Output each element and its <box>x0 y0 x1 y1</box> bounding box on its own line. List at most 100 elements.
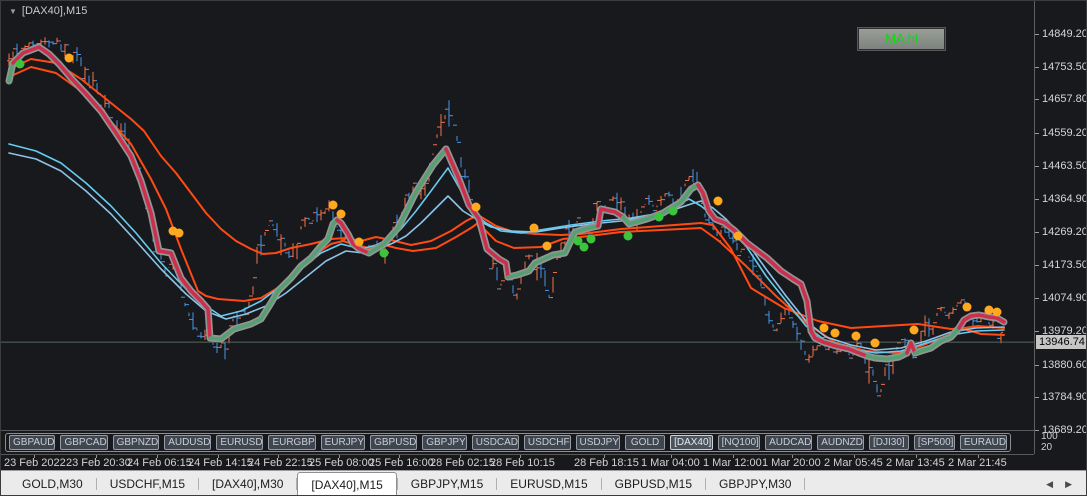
price-bar <box>499 280 503 290</box>
time-axis[interactable]: 23 Feb 2022 23 Feb 20:30 24 Feb 06:15 24 Fe… <box>1 454 1034 471</box>
symbol-button-usdjpy[interactable]: USDJPY <box>575 435 621 450</box>
symbol-button-usdchf[interactable]: USDCHF <box>523 435 571 450</box>
symbol-button-gbpaud[interactable]: GBPAUD <box>9 435 56 450</box>
time-tick-label: 25 Feb 16:00 <box>369 457 434 469</box>
orange-signal-dot <box>336 209 346 219</box>
price-bar <box>55 37 59 45</box>
symbol-button-gbpnzd[interactable]: GBPNZD <box>112 435 160 450</box>
orange-signal-dot <box>328 200 338 210</box>
symbol-button-audcad[interactable]: AUDCAD <box>765 435 813 450</box>
orange-signal-dot <box>992 307 1002 317</box>
price-bar <box>311 212 315 224</box>
tab-separator <box>705 478 706 490</box>
chart-dropdown-icon[interactable]: ▼ <box>9 6 17 16</box>
price-bar <box>931 322 935 335</box>
symbol-button-audusd[interactable]: AUDUSD <box>164 435 212 450</box>
chart-tab-gold-m30[interactable]: GOLD,M30 <box>22 477 83 491</box>
chart-tab-gbpusd-m15[interactable]: GBPUSD,M15 <box>614 477 692 491</box>
price-bar <box>59 40 63 52</box>
symbol-button-nq100[interactable]: [NQ100] <box>717 435 761 450</box>
price-bar <box>595 201 599 212</box>
price-tick <box>1035 66 1039 68</box>
green-signal-dot <box>579 242 589 252</box>
chart-title: ▼ [DAX40],M15 <box>9 5 87 17</box>
tab-separator <box>396 478 398 490</box>
ma-main-up-segment <box>621 183 700 226</box>
chart-tab--dax40--m15[interactable]: [DAX40],M15 <box>297 472 397 495</box>
symbol-button-dax40[interactable]: [DAX40] <box>670 435 713 450</box>
price-bar <box>663 193 667 201</box>
price-bar <box>275 223 279 241</box>
price-tick <box>1035 99 1039 101</box>
time-tick <box>792 455 793 458</box>
price-tick-label: 13689.20 <box>1042 424 1087 436</box>
green-signal-dot <box>379 248 389 258</box>
tab-scroll-left-icon[interactable]: ◀ <box>1046 478 1054 489</box>
ma-main-outline <box>206 216 341 343</box>
price-tick-label: 14463.50 <box>1042 159 1087 172</box>
indicator-subwindow: GBPAUD GBPCAD GBPNZD AUDUSD EURUSD EURGBP EURJ… <box>1 430 1034 455</box>
symbol-button-gbpusd[interactable]: GBPUSD <box>370 435 418 450</box>
chart-canvas[interactable] <box>1 1 1034 430</box>
ma-main-down-segment <box>596 207 625 228</box>
symbol-button-eurusd[interactable]: EURUSD <box>216 435 264 450</box>
ma-hl-indicator-button[interactable]: MA hl <box>858 28 945 50</box>
time-tick-label: 28 Feb 18:15 <box>574 457 639 469</box>
green-signal-dot <box>623 231 633 241</box>
symbol-button-gbpjpy[interactable]: GBPJPY <box>422 435 467 450</box>
price-bar <box>271 220 275 231</box>
price-bar <box>659 196 663 206</box>
orange-signal-dot <box>471 202 481 212</box>
symbol-button-sp500[interactable]: [SP500] <box>913 435 955 450</box>
price-tick <box>1035 331 1039 332</box>
time-tick <box>604 455 605 458</box>
symbol-button-usdcad[interactable]: USDCAD <box>471 435 519 450</box>
chart-tab-usdchf-m15[interactable]: USDCHF,M15 <box>109 477 186 491</box>
time-tick-label: 1 Mar 20:00 <box>762 457 821 469</box>
price-bar <box>667 191 671 197</box>
symbol-button-dji30[interactable]: [DJI30] <box>868 435 909 450</box>
price-bar <box>943 307 947 316</box>
price-bar <box>955 302 959 310</box>
tab-separator <box>600 478 602 490</box>
price-tick-label: 14074.90 <box>1042 292 1087 305</box>
chart-tabs: GOLD,M30 USDCHF,M15 [DAX40],M30 [DAX40],M15… <box>9 471 806 495</box>
chart-tab-eurusd-m15[interactable]: EURUSD,M15 <box>510 477 588 491</box>
price-bar <box>799 333 803 350</box>
ma-main-up-segment <box>506 224 600 279</box>
price-bar <box>807 354 811 363</box>
symbol-button-gold[interactable]: GOLD <box>625 435 666 450</box>
price-bar <box>447 100 451 127</box>
price-bar <box>283 237 287 254</box>
price-bar <box>763 287 767 316</box>
chart-tab-gbpjpy-m15[interactable]: GBPJPY,M15 <box>410 477 484 491</box>
price-bar <box>875 380 879 397</box>
orange-signal-dot <box>962 302 972 312</box>
price-tick <box>1035 232 1039 233</box>
price-axis[interactable]: 14849.20 14753.50 14657.80 14559.20 14463.50… <box>1034 1 1087 454</box>
green-signal-dot <box>586 234 596 244</box>
symbol-button-euraud[interactable]: EURAUD <box>959 435 1007 450</box>
price-bar <box>319 209 323 221</box>
symbol-button-eurgbp[interactable]: EURGBP <box>268 435 316 450</box>
chart-tab--dax40--m30[interactable]: [DAX40],M30 <box>212 477 284 491</box>
symbol-button-audnzd[interactable]: AUDNZD <box>817 435 864 450</box>
symbol-button-eurjpy[interactable]: EURJPY <box>320 435 366 450</box>
symbol-button-gbpcad[interactable]: GBPCAD <box>60 435 108 450</box>
time-tick <box>854 455 855 458</box>
price-bar <box>735 240 739 257</box>
price-bar <box>739 248 743 257</box>
tab-scroll-right-icon[interactable]: ▶ <box>1065 478 1072 489</box>
tab-separator <box>198 478 200 490</box>
time-tick <box>520 455 521 458</box>
chart-tab-gbpjpy-m30[interactable]: GBPJPY,M30 <box>719 477 792 491</box>
price-tick-label: 14753.50 <box>1042 60 1087 73</box>
tab-separator <box>804 478 806 490</box>
price-bar <box>439 114 443 137</box>
price-bar <box>83 66 87 83</box>
ma-main-down-segment <box>905 341 917 355</box>
time-tick-label: 1 Mar 04:00 <box>641 457 700 469</box>
price-bar <box>691 169 695 184</box>
price-bar <box>511 279 515 296</box>
